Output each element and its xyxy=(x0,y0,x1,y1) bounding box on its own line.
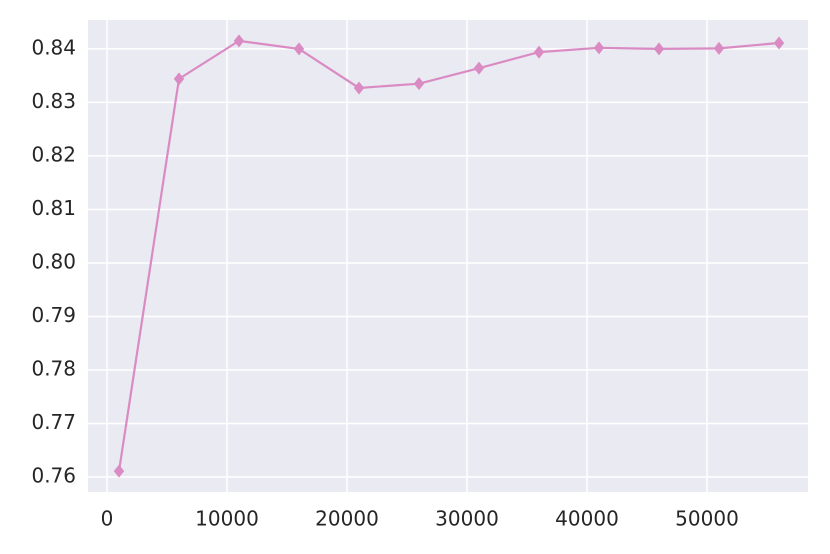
x-tick-label: 50000 xyxy=(675,507,739,531)
y-tick-label: 0.76 xyxy=(31,464,76,488)
marker xyxy=(713,41,725,55)
marker xyxy=(353,81,365,95)
x-tick-label: 20000 xyxy=(315,507,379,531)
marker xyxy=(113,464,125,478)
x-tick-label: 10000 xyxy=(195,507,259,531)
marker xyxy=(593,41,605,55)
plot-area xyxy=(88,20,808,492)
marker xyxy=(293,42,305,56)
marker xyxy=(533,45,545,59)
y-tick-label: 0.79 xyxy=(31,303,76,327)
x-tick-label: 0 xyxy=(101,507,114,531)
line xyxy=(117,39,780,472)
y-tick-label: 0.80 xyxy=(31,249,76,273)
marker xyxy=(773,36,785,50)
y-tick-label: 0.81 xyxy=(31,196,76,220)
y-tick-label: 0.83 xyxy=(31,89,76,113)
x-tick-label: 30000 xyxy=(435,507,499,531)
y-tick-label: 0.78 xyxy=(31,356,76,380)
y-tick-label: 0.77 xyxy=(31,410,76,434)
marker xyxy=(473,61,485,75)
marker xyxy=(233,34,245,48)
marker xyxy=(413,77,425,91)
x-tick-label: 40000 xyxy=(555,507,619,531)
y-tick-label: 0.84 xyxy=(31,35,76,59)
marker xyxy=(653,42,665,56)
y-tick-label: 0.82 xyxy=(31,142,76,166)
marker xyxy=(173,72,185,86)
